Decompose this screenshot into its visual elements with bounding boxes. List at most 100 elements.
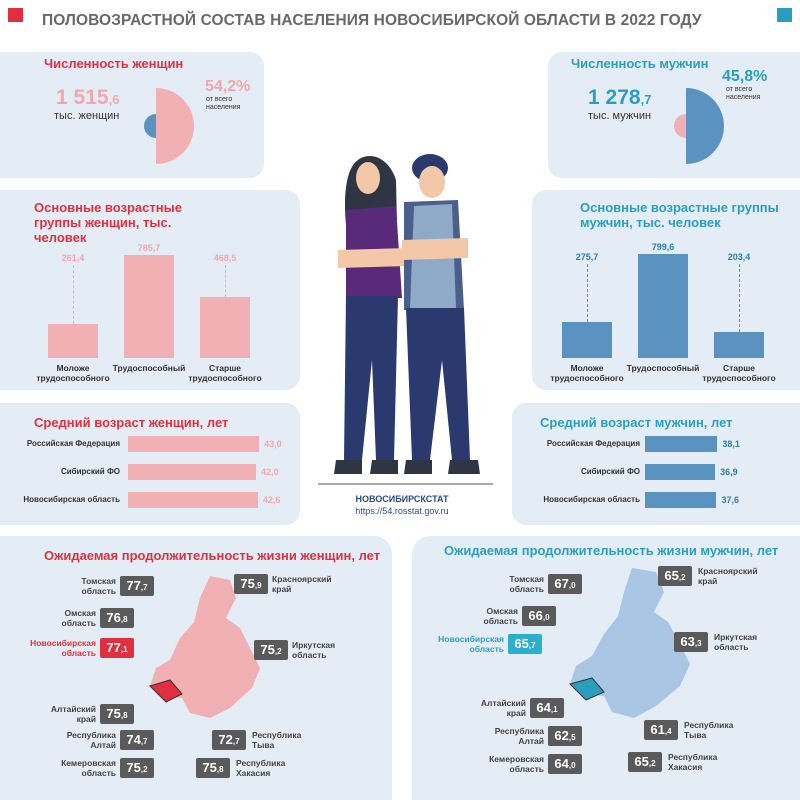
- people-illustration: [318, 154, 493, 485]
- bar: [562, 322, 612, 358]
- bar: [645, 436, 718, 452]
- page-title: ПОЛОВОЗРАСТНОЙ СОСТАВ НАСЕЛЕНИЯ НОВОСИБИ…: [42, 12, 702, 29]
- women-avg-title: Средний возраст женщин, лет: [34, 415, 229, 430]
- bar-value-label: 799,6: [651, 242, 675, 252]
- men-avg-title: Средний возраст мужчин, лет: [540, 415, 733, 430]
- bar: [124, 255, 174, 358]
- value-box: 62,5: [548, 726, 582, 746]
- region-label: Томская область: [509, 574, 544, 594]
- value-box: 64,1: [530, 698, 564, 718]
- bar-value-label: 38,1: [722, 439, 740, 449]
- category-label: Моложе трудоспособного: [36, 363, 110, 383]
- category-label: Старше трудоспособного: [702, 363, 776, 383]
- men-count-value: 1 278,7: [588, 86, 652, 109]
- region-label: Новосибирская область: [438, 634, 504, 654]
- value-box: 64,0: [548, 754, 582, 774]
- value-box: 75,8: [100, 704, 134, 724]
- women-age-title: Основные возрастные группы женщин, тыс. …: [34, 200, 182, 245]
- women-share-percent: 54,2%: [205, 78, 251, 95]
- value-box: 65,7: [508, 634, 542, 654]
- bar: [128, 436, 260, 452]
- region-label: Красноярский край: [698, 566, 758, 586]
- bar-value-label: 36,9: [720, 467, 738, 477]
- women-life-title: Ожидаемая продолжительность жизни женщин…: [44, 548, 381, 563]
- women-count-title: Численность женщин: [44, 56, 184, 71]
- women-count-value: 1 515,6: [56, 86, 120, 109]
- bar-value-label: 42,0: [261, 467, 279, 477]
- source-name: НОВОСИБИРСКСТАТ: [355, 494, 449, 504]
- value-box: 77,1: [100, 638, 134, 658]
- region-label: Республика Хакасия: [236, 758, 286, 778]
- bar-value-label: 37,6: [721, 495, 739, 505]
- women-count-unit: тыс. женщин: [54, 110, 120, 122]
- leader-line: [225, 265, 226, 297]
- value-box: 65,2: [628, 752, 662, 772]
- category-label: Российская Федерация: [546, 439, 640, 448]
- men-count-unit: тыс. мужчин: [588, 110, 652, 122]
- value-box: 67,0: [548, 574, 582, 594]
- source-url[interactable]: https://54.rosstat.gov.ru: [355, 506, 449, 516]
- women-siberia-map: [149, 576, 260, 718]
- men-share-note: от всего населения: [726, 86, 761, 101]
- bar-value-label: 785,7: [137, 243, 161, 253]
- bar: [645, 492, 717, 508]
- region-label: Республика Алтай: [66, 730, 116, 750]
- men-life-title: Ожидаемая продолжительность жизни мужчин…: [444, 543, 779, 558]
- region-label: Томская область: [81, 576, 116, 596]
- leader-line: [587, 264, 588, 323]
- bar: [638, 254, 688, 358]
- women-share-pie: [144, 88, 194, 164]
- category-label: Моложе трудоспособного: [550, 363, 624, 383]
- category-label: Новосибирская область: [23, 495, 120, 504]
- category-label: Сибирский ФО: [60, 467, 120, 476]
- region-label: Республика Тыва: [252, 730, 302, 750]
- value-box: 77,7: [120, 576, 154, 596]
- value-box: 75,9: [234, 574, 268, 594]
- region-label: Новосибирская область: [30, 638, 96, 658]
- region-label: Красноярский край: [272, 574, 332, 594]
- leader-line: [73, 265, 74, 324]
- men-siberia-map: [569, 568, 690, 718]
- header-red-marker: [8, 8, 23, 22]
- category-label: Трудоспособный: [626, 363, 700, 373]
- region-label: Республика Хакасия: [668, 752, 718, 772]
- men-count-panel: [548, 52, 800, 178]
- region-label: Кемеровская область: [61, 758, 116, 778]
- bar-value-label: 275,7: [575, 252, 599, 262]
- region-label: Омская область: [483, 606, 518, 626]
- bar-value-label: 468,5: [213, 253, 237, 263]
- value-box: 72,7: [212, 730, 246, 750]
- bar-value-label: 203,4: [727, 252, 751, 262]
- bar-value-label: 261,4: [61, 253, 85, 263]
- category-label: Старше трудоспособного: [188, 363, 262, 383]
- category-label: Российская Федерация: [26, 439, 120, 448]
- value-box: 74,7: [120, 730, 154, 750]
- value-box: 75,2: [254, 640, 288, 660]
- leader-line: [739, 264, 740, 332]
- women-share-note: от всего населения: [206, 96, 241, 111]
- bar-value-label: 42,6: [262, 495, 281, 505]
- region-label: Иркутская область: [714, 632, 758, 652]
- bar: [48, 323, 98, 358]
- bar: [200, 296, 250, 358]
- header-teal-marker: [777, 8, 792, 22]
- value-box: 61,4: [644, 720, 678, 740]
- women-count-panel: [0, 52, 264, 178]
- men-age-title: Основные возрастные группы мужчин, тыс. …: [580, 200, 779, 230]
- region-label: Алтайский край: [50, 704, 96, 724]
- value-box: 76,8: [100, 608, 134, 628]
- bar-value-label: 43,0: [264, 439, 282, 449]
- men-share-percent: 45,8%: [722, 68, 768, 85]
- bar: [645, 464, 716, 480]
- men-count-title: Численность мужчин: [571, 56, 709, 71]
- region-label: Омская область: [61, 608, 96, 628]
- bar: [128, 492, 258, 508]
- region-label: Республика Алтай: [494, 726, 544, 746]
- men-share-pie: [674, 88, 724, 164]
- region-label: Республика Тыва: [684, 720, 734, 740]
- bar: [714, 331, 764, 358]
- region-label: Кемеровская область: [489, 754, 544, 774]
- value-box: 66,0: [522, 606, 556, 626]
- value-box: 75,8: [196, 758, 230, 778]
- category-label: Сибирский ФО: [580, 467, 640, 476]
